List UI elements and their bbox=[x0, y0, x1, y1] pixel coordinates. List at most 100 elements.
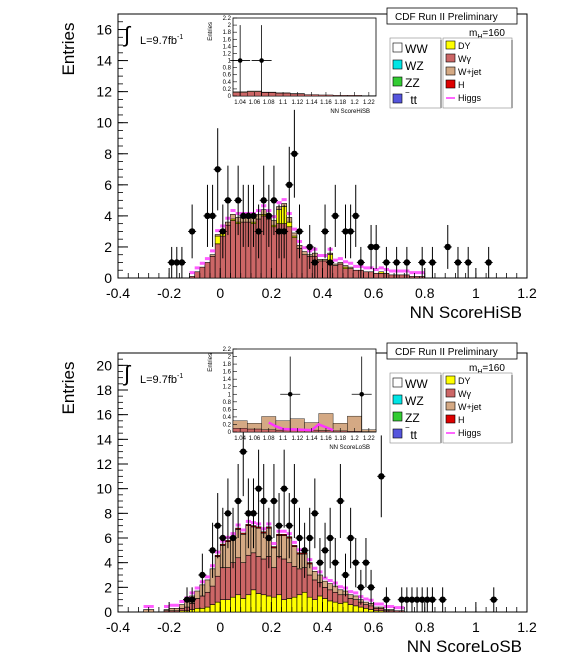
inset-y-tick-label: 1.8 bbox=[223, 30, 232, 36]
histogram-bar-wgamma bbox=[271, 567, 277, 598]
data-point bbox=[224, 510, 232, 517]
inset-y-tick-label: 0.8 bbox=[223, 66, 232, 72]
y-tick-label: 8 bbox=[104, 505, 112, 521]
inset-x-tick-label: 1.1 bbox=[279, 100, 288, 106]
inset-x-tick-label: 1.22 bbox=[363, 436, 375, 442]
histogram-bar-wjet bbox=[352, 595, 359, 600]
inset-x-tick-label: 1.14 bbox=[306, 436, 318, 442]
inset-y-tick-label: 0.2 bbox=[223, 87, 232, 93]
histogram-bar-wgamma bbox=[393, 610, 400, 613]
data-point bbox=[291, 497, 298, 505]
data-point bbox=[260, 497, 267, 505]
histogram-bar-wjet bbox=[322, 259, 328, 262]
legend-swatch bbox=[392, 93, 403, 104]
inset-y-tick-label: 0.6 bbox=[223, 407, 232, 413]
histogram-bar-dy bbox=[378, 271, 385, 274]
histogram-bar-wgamma bbox=[179, 607, 185, 612]
inset-y-tick-label: 1.2 bbox=[223, 385, 232, 391]
histogram-bar-dy bbox=[342, 601, 349, 613]
y-tick-label: 6 bbox=[104, 530, 112, 546]
inset-y-tick-label: 1.8 bbox=[223, 362, 232, 368]
legend-label: WZ bbox=[405, 394, 424, 408]
data-point bbox=[321, 547, 329, 554]
inset-y-tick-label: 1.6 bbox=[223, 370, 232, 376]
data-point bbox=[275, 228, 283, 235]
data-point bbox=[378, 473, 385, 480]
histogram-bar-wgamma bbox=[250, 552, 257, 591]
data-point bbox=[214, 166, 221, 173]
histogram-bar-dy bbox=[337, 603, 344, 613]
histogram-bar-wjet bbox=[148, 609, 155, 613]
data-point bbox=[418, 596, 426, 603]
inset-chart: 00.20.40.60.811.21.41.61.822.21.04 1.06 1.… bbox=[208, 347, 377, 451]
histogram-bar-dy bbox=[245, 594, 252, 613]
histogram-bar-wjet bbox=[347, 594, 354, 599]
inset-x-tick-label: 1.12 bbox=[292, 100, 304, 106]
histogram-bar-wgamma bbox=[347, 268, 354, 279]
data-point bbox=[306, 243, 313, 251]
histogram-bar-wgamma bbox=[291, 566, 298, 598]
inset-x-tick-label: 1.04 bbox=[234, 100, 246, 106]
data-point bbox=[490, 596, 497, 603]
data-point bbox=[465, 259, 472, 266]
y-axis-title: Entries bbox=[59, 23, 78, 76]
x-tick-label: 1.2 bbox=[517, 619, 537, 635]
histogram-bar-wjet bbox=[301, 251, 308, 256]
histogram-bar-wgamma bbox=[260, 558, 267, 596]
histogram-bar-wjet bbox=[240, 533, 247, 563]
y-tick-label: 16 bbox=[96, 22, 112, 38]
data-point bbox=[224, 197, 232, 204]
histogram-bar-wjet bbox=[378, 606, 385, 609]
inset-y-tick-label: 0.4 bbox=[223, 415, 232, 421]
data-point bbox=[245, 510, 252, 517]
data-point bbox=[403, 596, 411, 603]
data-point bbox=[342, 228, 349, 235]
data-point bbox=[316, 559, 324, 566]
histogram-bar-wgamma bbox=[337, 263, 344, 279]
data-point bbox=[286, 522, 293, 529]
inset-x-tick-label: 1.14 bbox=[306, 100, 318, 106]
data-point bbox=[219, 534, 227, 542]
histogram-bar-wgamma bbox=[368, 605, 374, 610]
histogram-bar-wgamma bbox=[306, 574, 313, 598]
inset-x-tick-label: 1.18 bbox=[334, 436, 346, 442]
histogram-bar-dy bbox=[327, 600, 334, 613]
inset-y-tick-label: 1.4 bbox=[223, 377, 232, 383]
inset-y-title: Entries bbox=[208, 22, 214, 41]
inset-x-tick-label: 1.04 bbox=[234, 436, 246, 442]
histogram-bar-wgamma bbox=[368, 271, 374, 279]
y-tick-label: 8 bbox=[104, 146, 112, 162]
data-point bbox=[367, 584, 375, 591]
histogram-bar-wgamma bbox=[291, 237, 298, 279]
legend-label: Wγ bbox=[458, 389, 471, 399]
inset-y-tick-label: 2.2 bbox=[223, 16, 232, 22]
y-tick-label: 2 bbox=[104, 239, 112, 255]
inset-y-tick-label: 1 bbox=[228, 59, 232, 65]
histogram-bar-wgamma bbox=[347, 598, 354, 605]
legend-label: Wγ bbox=[458, 54, 471, 64]
histogram-bar-wjet bbox=[327, 583, 334, 591]
inset-y-tick-label: 0.6 bbox=[223, 73, 232, 79]
histogram-bar-wjet bbox=[214, 556, 221, 577]
histogram-bar-wjet bbox=[214, 234, 221, 237]
data-point bbox=[332, 212, 339, 220]
histogram-bar-wjet bbox=[255, 527, 262, 557]
y-tick-label: 20 bbox=[96, 357, 112, 373]
histogram-bar-wgamma bbox=[311, 579, 318, 600]
histogram-bar-h bbox=[240, 532, 247, 535]
header-box bbox=[386, 342, 518, 360]
histogram-bar-wgamma bbox=[398, 274, 405, 279]
x-tick-label: 0 bbox=[216, 285, 224, 301]
histogram-bar-wgamma bbox=[286, 562, 293, 599]
data-point bbox=[234, 497, 242, 505]
histogram-bar-dy bbox=[199, 607, 206, 613]
histogram-bar-dy bbox=[317, 595, 323, 613]
histogram-bar-wjet bbox=[373, 606, 380, 609]
histogram-bar-dy bbox=[291, 596, 298, 613]
histogram-bar-dy bbox=[347, 604, 354, 613]
histogram-bar-wgamma bbox=[388, 274, 395, 279]
inset-y-tick-label: 2.2 bbox=[223, 347, 232, 353]
data-point bbox=[326, 534, 334, 542]
data-point bbox=[291, 150, 298, 157]
inset-x-tick-label: 1.06 bbox=[249, 436, 261, 442]
